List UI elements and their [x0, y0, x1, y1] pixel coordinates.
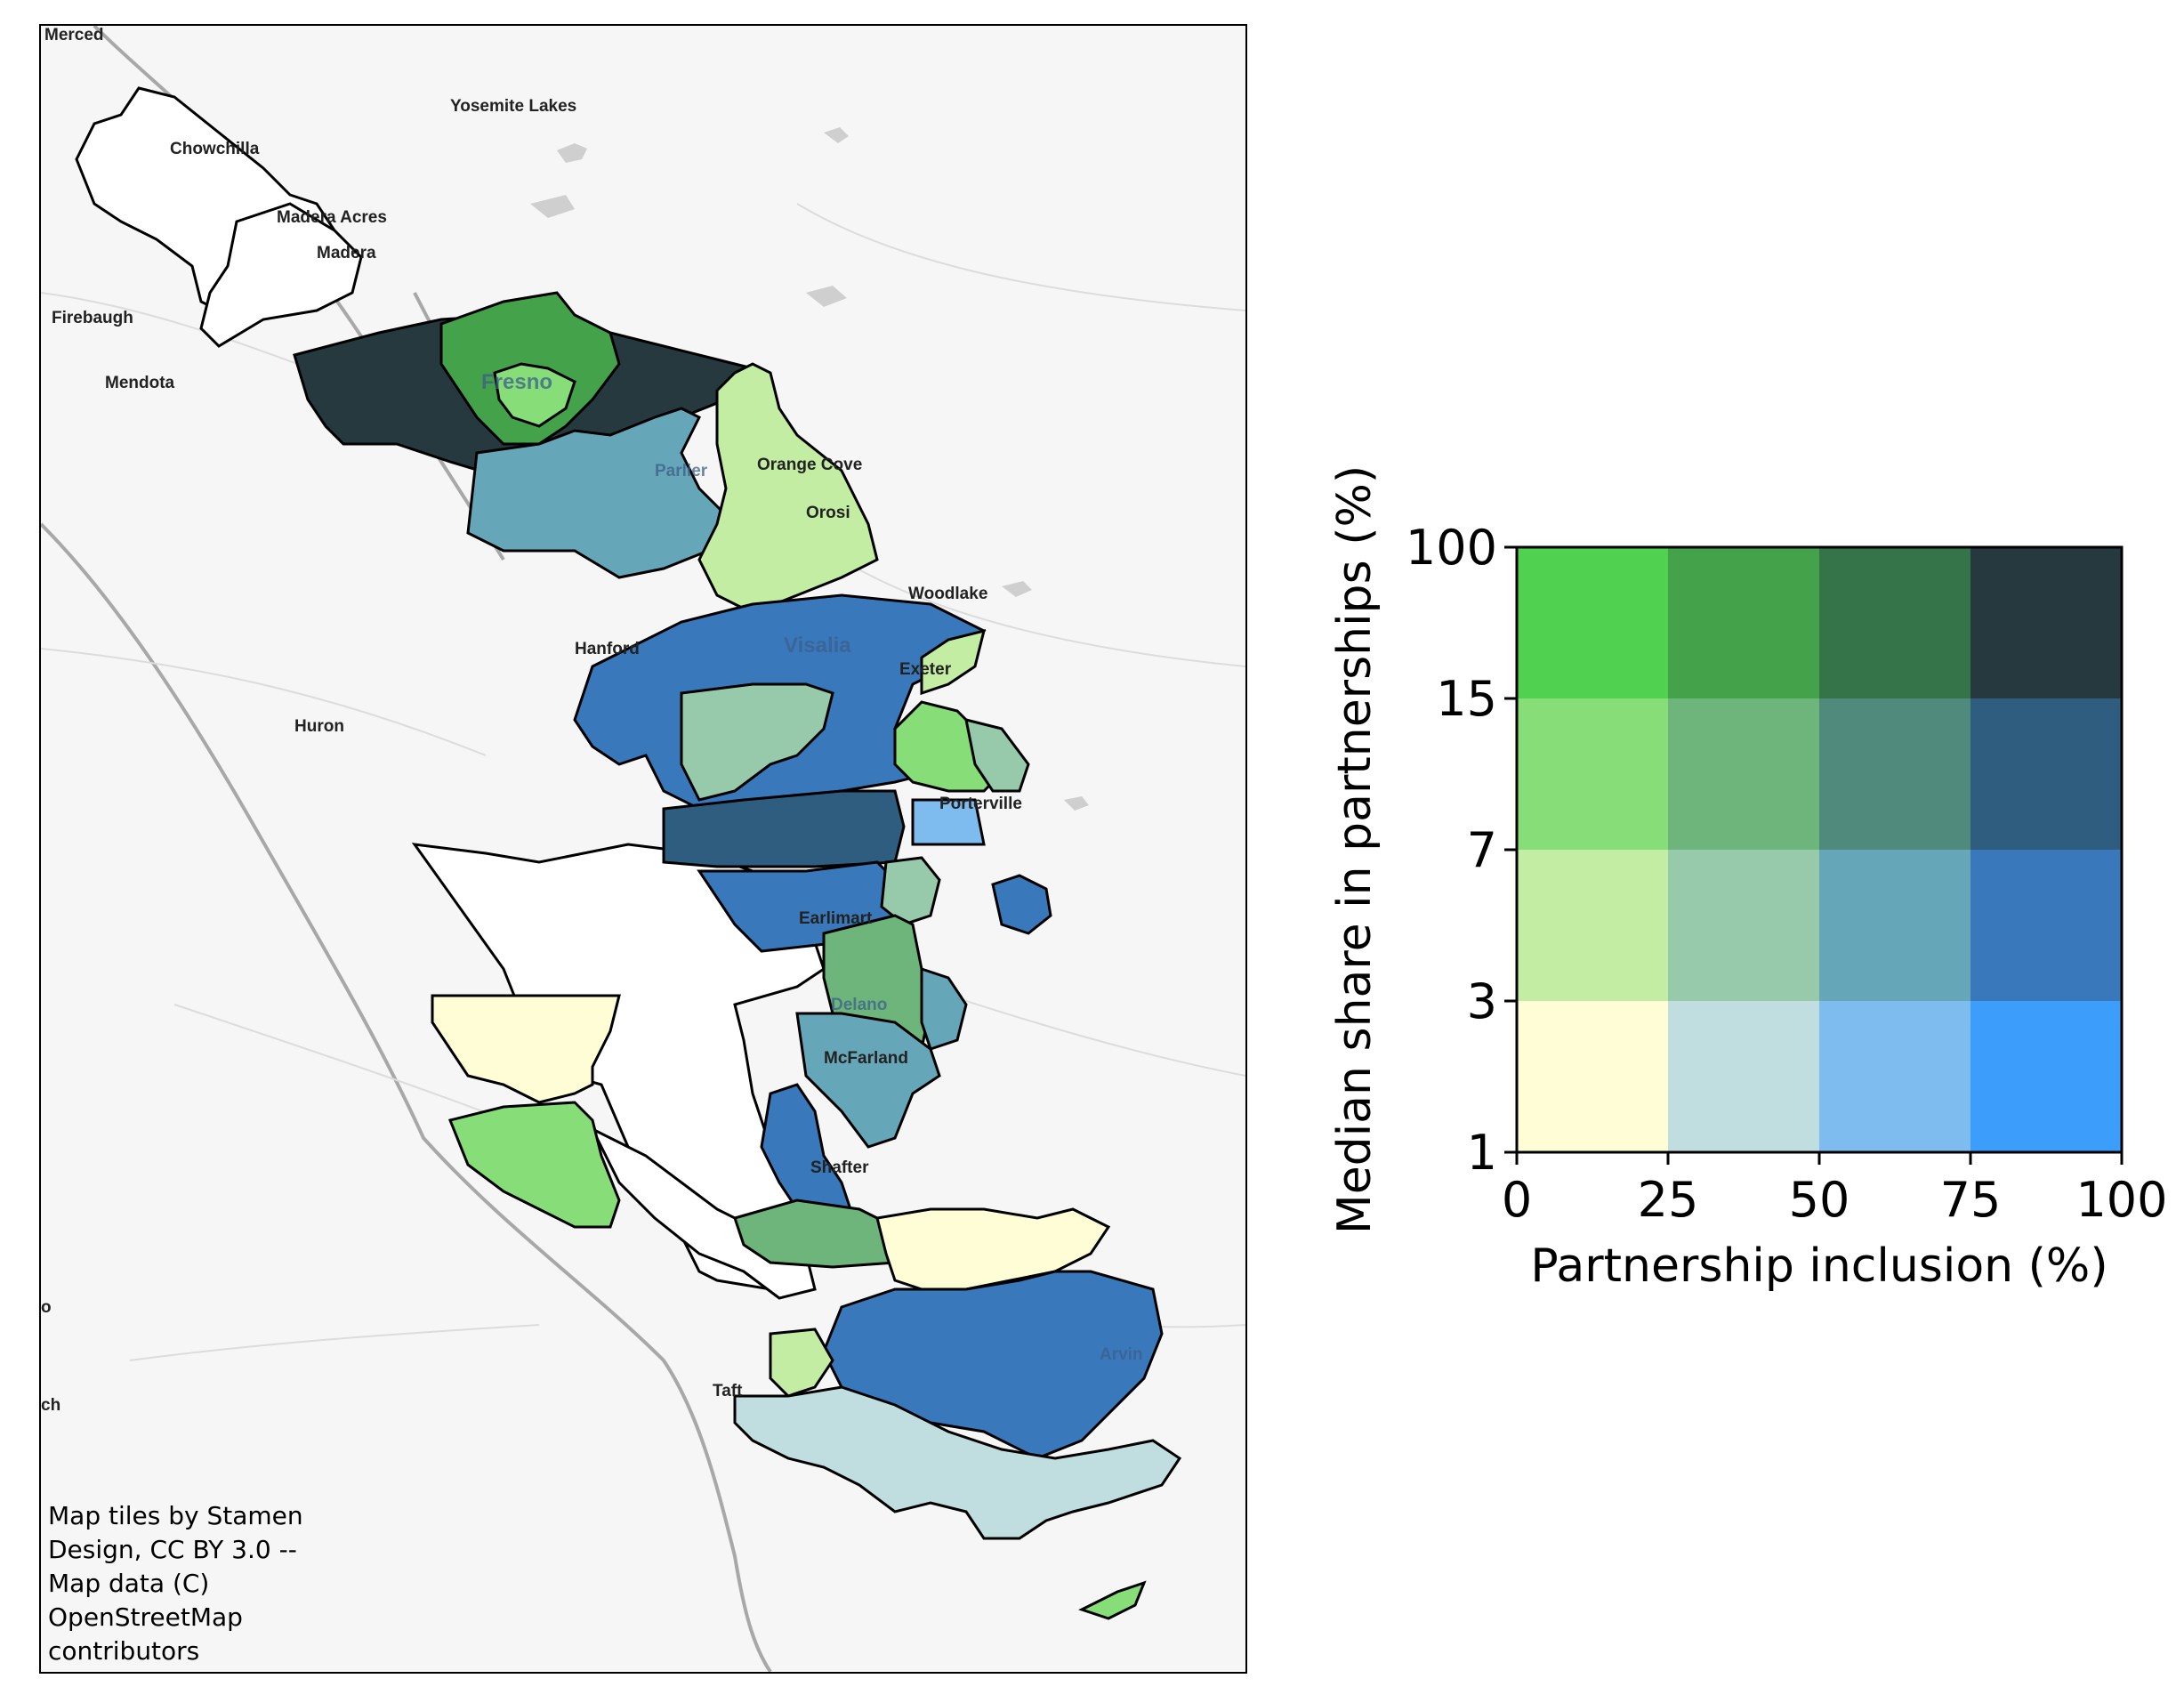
y-tick-label-1: 3: [1467, 973, 1497, 1029]
place-label-fresno: Fresno: [481, 370, 553, 394]
legend-cell-r1-c2: [1819, 698, 1971, 851]
region-delano: [795, 1012, 941, 1149]
place-label-earlimart: Earlimart: [799, 909, 873, 928]
place-label-huron: Huron: [294, 717, 344, 736]
legend-cell-r0-c0: [1517, 547, 1669, 699]
place-label-taft: Taft: [713, 1382, 743, 1400]
legend-cell-r1-c3: [1970, 698, 2123, 851]
water-bodies: [530, 127, 1089, 811]
place-label-mendota: Mendota: [105, 374, 175, 392]
region-porterville-south: [880, 856, 941, 926]
legend-cell-r3-c2: [1819, 1001, 1971, 1153]
place-label-chowchilla: Chowchilla: [170, 140, 260, 158]
place-label-edge-o: o: [41, 1298, 52, 1317]
legend-cell-r0-c1: [1668, 547, 1820, 699]
place-label-visalia: Visalia: [784, 634, 851, 658]
map-canvas: [41, 26, 1245, 1672]
legend-cell-r1-c1: [1668, 698, 1820, 851]
place-label-porterville: Porterville: [939, 795, 1022, 813]
legend-cell-r0-c2: [1819, 547, 1971, 699]
y-tick-label-3: 15: [1436, 671, 1497, 727]
region-fresno-core: [493, 362, 576, 428]
region-porterville-east: [991, 874, 1052, 935]
place-label-madera: Madera: [317, 244, 376, 262]
region-orange-cove: [697, 362, 879, 615]
place-label-mcfarland: McFarland: [824, 1049, 909, 1068]
region-exeter: [920, 628, 987, 696]
region-tulare-strip: [662, 789, 906, 868]
region-bakersfield-north: [875, 1207, 1111, 1291]
region-parlier: [466, 407, 737, 579]
region-south-kern: [733, 1385, 1182, 1540]
legend-cell-r3-c1: [1668, 1001, 1820, 1153]
y-tick-label-0: 1: [1467, 1125, 1497, 1181]
legend-cell-r3-c3: [1970, 1001, 2123, 1153]
partnership-regions: [293, 291, 1182, 1620]
legend-cell-r3-c0: [1517, 1001, 1669, 1153]
place-label-hanford: Hanford: [575, 640, 640, 658]
y-tick-label-2: 7: [1467, 822, 1497, 878]
map-attribution: Map tiles by Stamen Design, CC BY 3.0 --…: [48, 1501, 303, 1666]
place-label-exeter: Exeter: [899, 660, 952, 679]
region-exeter-east: [964, 717, 1030, 793]
y-tick-label-4: 100: [1406, 520, 1497, 576]
place-label-shafter: Shafter: [810, 1158, 869, 1177]
region-west-kern: [431, 994, 621, 1104]
region-south-tip: [1078, 1580, 1147, 1620]
x-tick-label-1: 25: [1638, 1172, 1699, 1228]
place-label-madera-acres: Madera Acres: [277, 208, 387, 227]
bivariate-legend: 0 25 50 75 100 1 3 7 15 100 Partnership inclusio…: [1328, 465, 2168, 1293]
x-tick-label-2: 50: [1789, 1172, 1850, 1228]
y-axis-title: Median share in partnerships (%): [1328, 465, 1382, 1234]
place-label-firebaugh: Firebaugh: [52, 309, 133, 327]
legend-cell-r2-c0: [1517, 850, 1669, 1002]
place-label-arvin: Arvin: [1100, 1345, 1143, 1364]
place-label-edge-ch: ch: [41, 1396, 61, 1415]
region-west-kern-south: [447, 1101, 621, 1229]
legend-cell-r2-c3: [1970, 850, 2123, 1002]
x-tick-label-4: 100: [2075, 1172, 2167, 1228]
place-label-woodlake: Woodlake: [908, 585, 988, 603]
x-axis-ticks: 0 25 50 75 100: [1502, 1152, 2168, 1228]
unfilled-regions: [75, 86, 826, 1300]
place-label-yosemite-lakes: Yosemite Lakes: [450, 97, 577, 116]
region-earlimart-east: [920, 966, 968, 1051]
map-panel[interactable]: Merced Yosemite Lakes Chowchilla Madera …: [39, 24, 1247, 1674]
legend-cell-r1-c0: [1517, 698, 1669, 851]
place-label-orange-cove: Orange Cove: [757, 456, 863, 474]
legend-grid: [1517, 547, 2123, 1153]
region-taft-east: [769, 1328, 834, 1398]
region-madera: [199, 202, 363, 348]
region-porterville-west: [911, 798, 986, 846]
x-axis-title: Partnership inclusion (%): [1530, 1239, 2107, 1293]
interstate-5: [41, 522, 772, 1672]
y-axis-ticks: 1 3 7 15 100: [1406, 520, 1517, 1181]
region-hanford-south: [680, 682, 834, 802]
place-label-merced: Merced: [44, 26, 104, 44]
legend-cell-r0-c3: [1970, 547, 2123, 699]
legend-cell-r2-c2: [1819, 850, 1971, 1002]
place-label-delano: Delano: [831, 996, 888, 1014]
place-label-orosi: Orosi: [806, 504, 850, 522]
x-tick-label-0: 0: [1502, 1172, 1532, 1228]
legend-cell-r2-c1: [1668, 850, 1820, 1002]
place-label-parlier: Parlier: [655, 462, 708, 480]
x-tick-label-3: 75: [1940, 1172, 2002, 1228]
